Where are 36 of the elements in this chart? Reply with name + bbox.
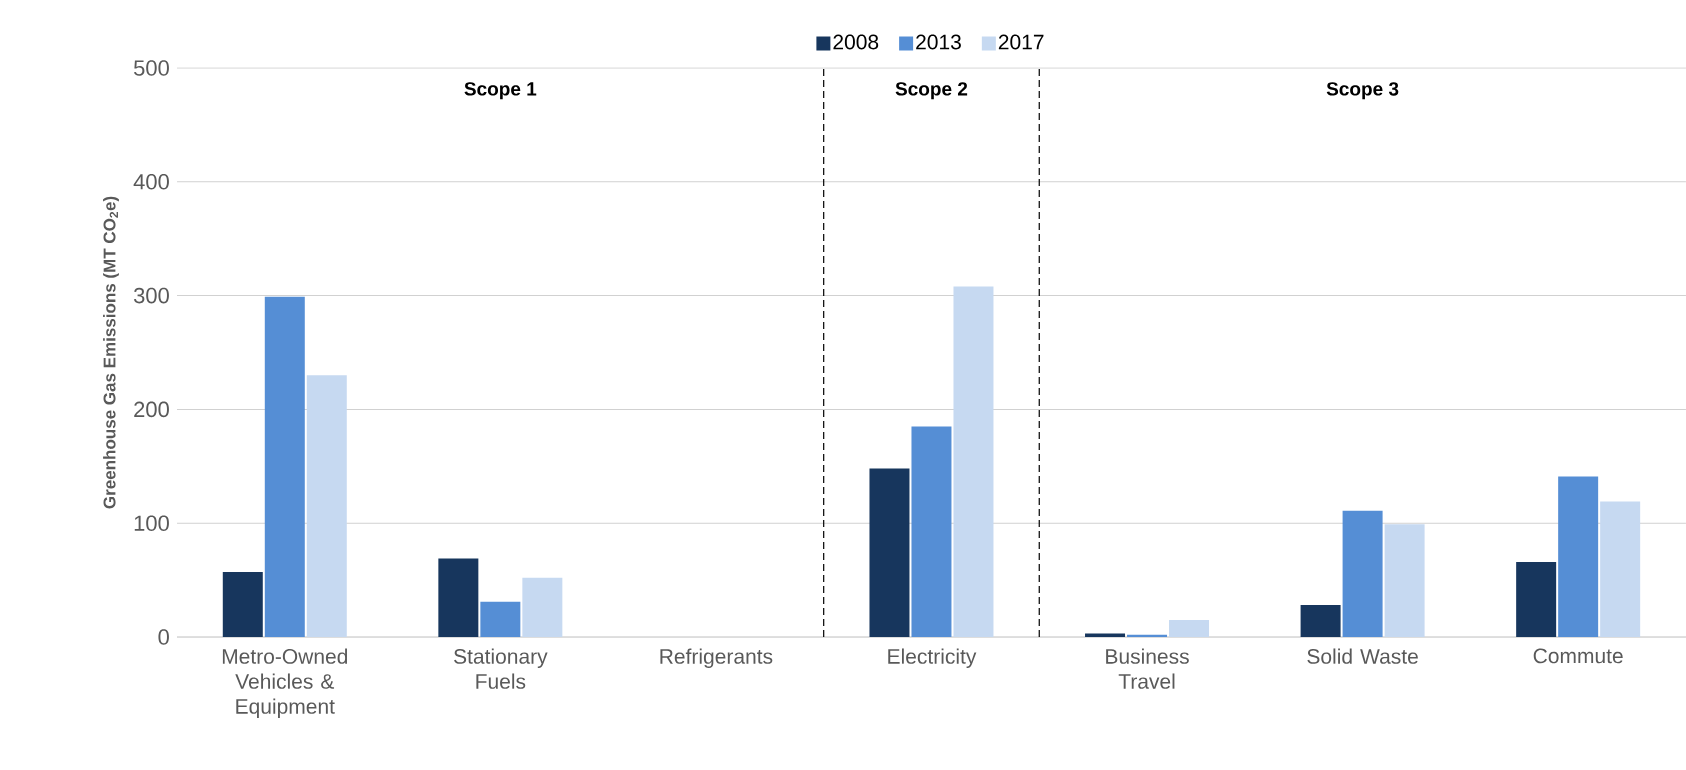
annotation: Scope 3 [1326, 82, 1399, 100]
x-tick-label: Stationary Fuels [454, 648, 548, 689]
y-tick-label: 0 [158, 629, 169, 645]
x-tick-label: Metro-Owned Vehicles & Equipment [222, 648, 348, 719]
bar [953, 286, 994, 637]
bar [869, 468, 910, 637]
legend-label: 2017 [998, 34, 1044, 50]
y-axis-title: Greenhouse Gas Emissions (MT CO$_{2}$e) [103, 196, 119, 509]
x-tick-label: Solid Waste [1307, 648, 1418, 664]
bar [522, 577, 563, 637]
bar [438, 558, 479, 637]
y-tick-label: 500 [133, 60, 169, 76]
bar [1384, 524, 1425, 637]
bar [1516, 561, 1557, 637]
annotation: Scope 2 [895, 82, 968, 100]
legend-label: 2008 [833, 34, 879, 50]
bar [1342, 510, 1383, 637]
legend-label: 2013 [916, 34, 961, 50]
bar [264, 296, 305, 637]
y-tick-label: 100 [134, 515, 169, 531]
bar [306, 375, 347, 637]
x-tick-label: Refrigerants [660, 648, 773, 669]
bar [222, 572, 263, 637]
x-tick-label: Business Travel [1106, 648, 1189, 689]
y-tick-label: 300 [133, 287, 169, 304]
y-tick-label: 200 [134, 401, 169, 418]
annotation: Scope 1 [464, 82, 537, 100]
y-tick-label: 400 [133, 174, 169, 190]
bar [1558, 476, 1599, 637]
bar [1300, 605, 1341, 637]
bar [1169, 619, 1210, 637]
bar [911, 426, 952, 637]
x-tick-label: Commute [1533, 648, 1623, 664]
bar [1600, 501, 1641, 637]
x-tick-label: Electricity [888, 648, 977, 669]
bar [480, 601, 521, 637]
